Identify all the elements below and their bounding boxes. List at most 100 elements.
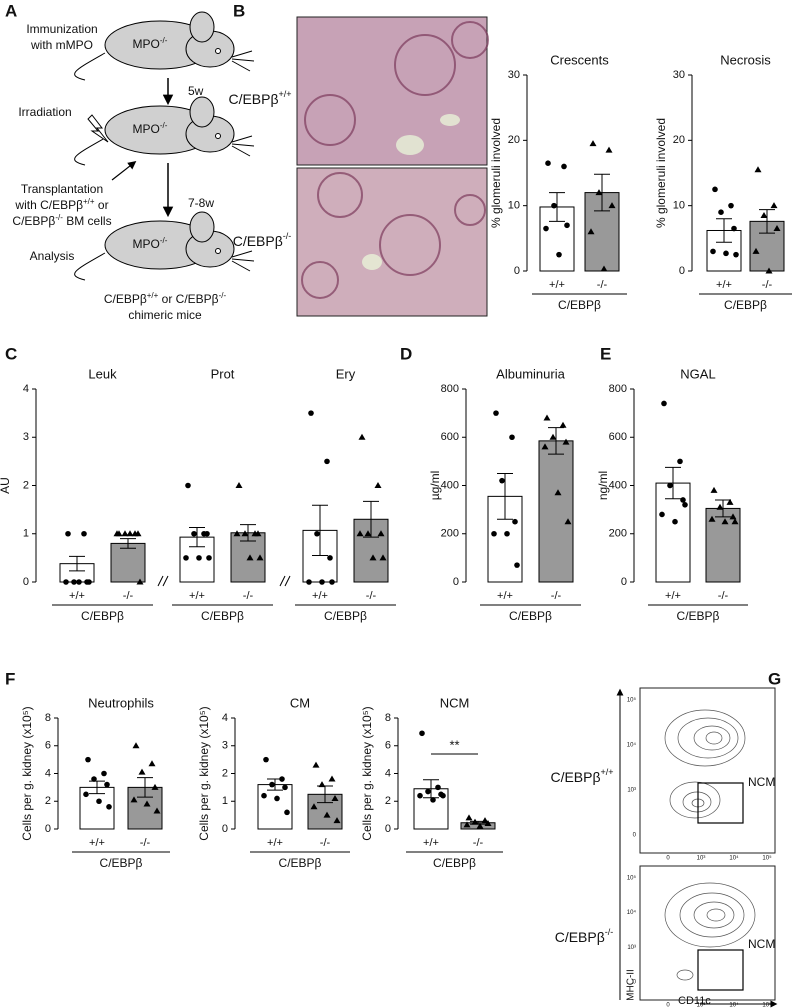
data-point xyxy=(564,518,572,525)
mouse-whiskers xyxy=(231,250,255,272)
data-point xyxy=(254,530,262,537)
data-point xyxy=(463,821,471,828)
caption: chimeric mice xyxy=(128,308,202,322)
data-point xyxy=(101,770,107,777)
y-tick-label: 600 xyxy=(609,431,627,443)
y-tick-label: 200 xyxy=(441,528,459,540)
data-point xyxy=(499,477,505,484)
y-tick-label: 10 xyxy=(673,200,685,212)
flow-tick-label: 10⁵ xyxy=(762,1002,772,1008)
text-part: or xyxy=(95,198,109,212)
y-tick-label: 800 xyxy=(609,383,627,395)
flow-tick-label: 10³ xyxy=(697,856,706,862)
mouse-label: MPO-/- xyxy=(133,36,168,52)
data-point xyxy=(752,247,760,254)
bar xyxy=(538,440,574,583)
flow-tick-label: 0 xyxy=(666,1003,670,1008)
data-point xyxy=(121,530,129,537)
data-point xyxy=(765,267,773,274)
chart-title: Necrosis xyxy=(720,52,771,67)
mouse-eye xyxy=(215,133,221,139)
chart-title: NCM xyxy=(440,695,470,710)
data-point xyxy=(723,250,729,257)
data-point xyxy=(773,225,781,232)
superscript: -/- xyxy=(283,231,292,241)
x-axis-label: C/EBPβ xyxy=(279,856,322,870)
text-part: MPO xyxy=(133,122,160,136)
y-tick-label: 4 xyxy=(385,767,391,779)
data-point xyxy=(440,792,446,799)
y-tick-label: 4 xyxy=(222,712,228,724)
y-tick-label: 4 xyxy=(45,767,51,779)
data-point xyxy=(136,578,144,585)
data-point xyxy=(708,515,716,522)
text-part: C/EBPβ xyxy=(233,233,283,249)
data-point xyxy=(680,497,686,503)
data-point xyxy=(435,784,441,791)
y-tick-label: 4 xyxy=(23,383,29,395)
data-point xyxy=(369,554,377,561)
data-point xyxy=(672,518,678,525)
x-tick-label: +/+ xyxy=(312,590,328,602)
y-tick-label: 2 xyxy=(23,479,29,491)
gate-label: NCM xyxy=(748,775,775,789)
x-axis-label: C/EBPβ xyxy=(324,609,367,623)
x-tick-label: +/+ xyxy=(69,590,85,602)
data-point xyxy=(587,228,595,235)
error-bar xyxy=(715,499,731,518)
data-point xyxy=(484,819,492,826)
text-part: C/EBPβ xyxy=(555,929,605,945)
flow-tick-label: 10³ xyxy=(627,945,636,951)
superscript: +/+ xyxy=(147,291,159,300)
flow-plots xyxy=(616,687,778,1008)
data-point xyxy=(729,513,737,520)
error-bar xyxy=(189,526,205,548)
x-axis-label: C/EBPβ xyxy=(509,609,552,623)
bar xyxy=(110,542,146,583)
text-part: C/EBPβ xyxy=(12,214,55,228)
data-point xyxy=(126,530,134,537)
data-point xyxy=(233,530,241,537)
data-point xyxy=(667,482,673,489)
mouse-label: MPO-/- xyxy=(133,236,168,252)
x-axis-label: C/EBPβ xyxy=(433,856,476,870)
data-point xyxy=(282,784,288,791)
data-point xyxy=(319,579,325,585)
flow-tick-label: 10³ xyxy=(627,788,636,794)
data-point xyxy=(491,530,497,537)
mouse-tail xyxy=(74,52,106,81)
data-point xyxy=(71,579,77,585)
data-point xyxy=(754,166,762,173)
data-point xyxy=(279,776,285,782)
x-tick-label: -/- xyxy=(243,590,254,602)
y-tick-label: 600 xyxy=(441,431,459,443)
text-part: or C/EBPβ xyxy=(158,292,218,306)
chart-title: Neutrophils xyxy=(88,695,154,710)
flow-tick-label: 10⁴ xyxy=(627,742,637,749)
error-bar xyxy=(89,780,105,795)
data-point xyxy=(185,482,191,489)
data-point xyxy=(493,410,499,416)
data-point xyxy=(595,189,603,196)
chart-title: NGAL xyxy=(680,366,715,381)
x-tick-label: -/- xyxy=(140,837,151,849)
x-tick-label: +/+ xyxy=(716,279,732,291)
chart-title: Leuk xyxy=(88,366,117,381)
y-tick-label: 400 xyxy=(441,479,459,491)
data-point xyxy=(770,202,778,209)
data-point xyxy=(306,579,312,585)
interval: 5w xyxy=(188,84,204,98)
data-point xyxy=(312,761,320,768)
data-point xyxy=(76,579,82,585)
y-tick-label: 0 xyxy=(514,265,520,277)
data-point xyxy=(465,814,473,821)
y-axis-label: % glomeruli involved xyxy=(654,118,668,228)
data-point xyxy=(564,222,570,229)
data-point xyxy=(559,421,567,428)
data-point xyxy=(81,530,87,537)
superscript: -/- xyxy=(160,36,168,45)
flow-tick-label: 0 xyxy=(633,980,637,986)
mouse-whiskers xyxy=(231,135,255,157)
data-point xyxy=(183,555,189,561)
